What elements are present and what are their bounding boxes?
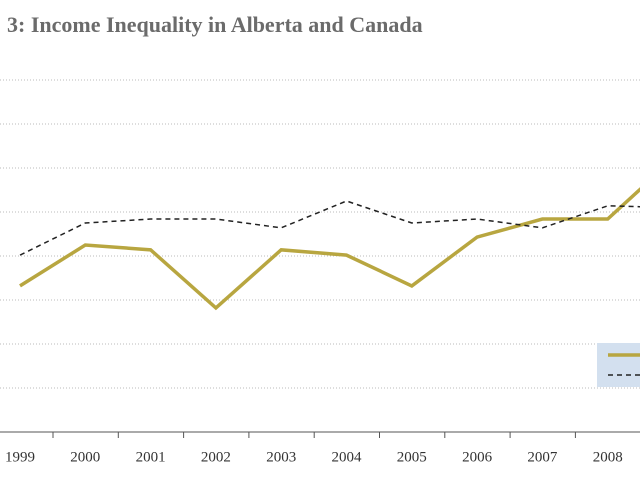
x-tick-label: 2006 [462,449,493,465]
series-line [19,187,640,311]
chart-title: 3: Income Inequality in Alberta and Cana… [7,12,423,37]
x-tick-label: 2001 [136,449,166,465]
x-tick-label: 2004 [332,449,363,465]
legend-box [597,343,640,387]
x-tick-label: 1999 [5,449,35,465]
x-tick-label: 2000 [70,449,100,465]
x-tick-label: 2002 [201,449,231,465]
x-tick-label: 2007 [527,449,558,465]
x-tick-label: 2003 [266,449,296,465]
x-tick-label: 2005 [397,449,427,465]
x-tick-label: 2008 [593,449,623,465]
